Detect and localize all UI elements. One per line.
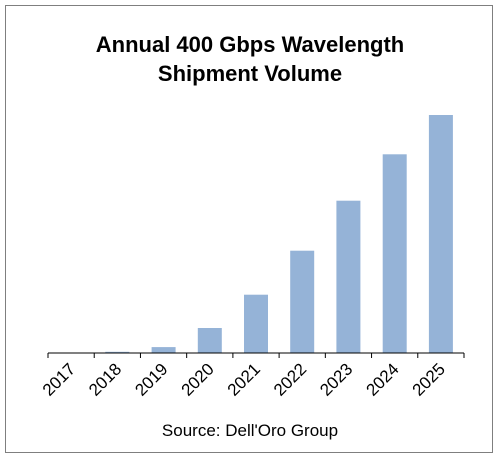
- bar-2023: [336, 200, 361, 353]
- x-tick-label-2020: 2020: [178, 360, 218, 400]
- x-tick-label-2018: 2018: [85, 360, 125, 400]
- x-tick-label-2024: 2024: [362, 360, 402, 400]
- source-note: Source: Dell'Oro Group: [161, 421, 339, 440]
- bars-group: [105, 115, 453, 354]
- bar-2019: [151, 347, 176, 354]
- x-tick-labels-group: 2017 2018 2019 2020 2021 2022 2023 2024 2025: [39, 360, 449, 400]
- bar-2020: [197, 328, 222, 353]
- bar-2021: [244, 294, 268, 353]
- bar-2018: [105, 351, 130, 353]
- x-tick-label-2021: 2021: [224, 360, 264, 400]
- x-tick-label-2023: 2023: [316, 360, 356, 400]
- x-ticks-group: [47, 353, 465, 358]
- bar-2022: [290, 250, 315, 353]
- x-tick-label-2022: 2022: [270, 360, 310, 400]
- bar-2024: [382, 154, 407, 353]
- chart-title-line-2: Shipment Volume: [157, 61, 343, 86]
- x-tick-label-2025: 2025: [409, 360, 449, 400]
- chart-title-line-1: Annual 400 Gbps Wavelength: [95, 32, 405, 57]
- x-tick-label-2017: 2017: [39, 360, 79, 400]
- x-tick-label-2019: 2019: [131, 360, 171, 400]
- chart-title: Annual 400 Gbps Wavelength Shipment Volu…: [0, 30, 500, 88]
- chart-frame: [5, 5, 493, 453]
- bar-2025: [428, 115, 453, 353]
